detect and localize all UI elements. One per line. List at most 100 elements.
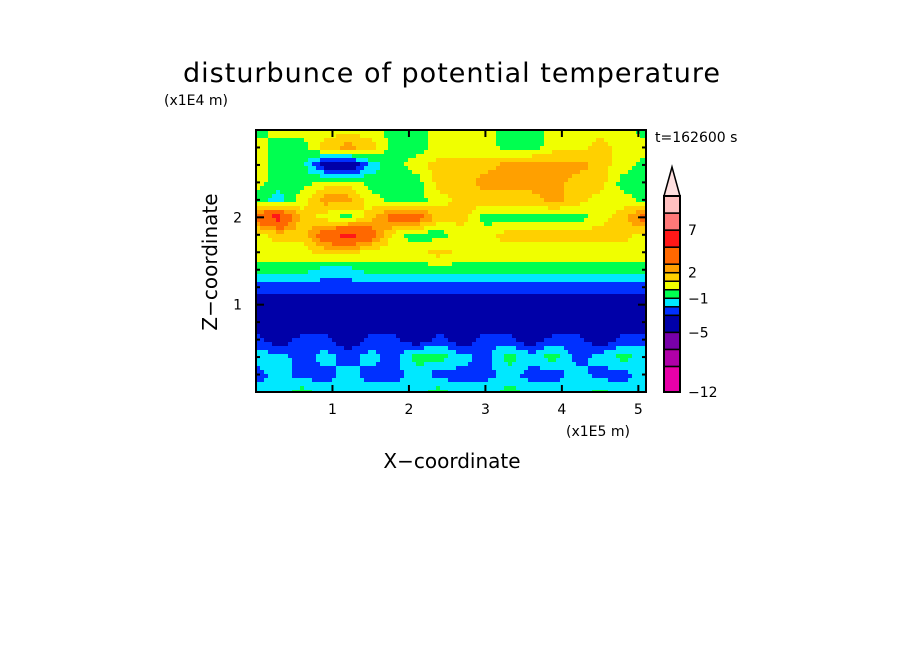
- contour-cell: [332, 174, 337, 179]
- contour-cell: [596, 194, 601, 199]
- contour-cell: [556, 242, 561, 247]
- contour-cell: [380, 162, 385, 167]
- contour-cell: [464, 210, 469, 215]
- contour-cell: [316, 242, 321, 247]
- contour-cell: [588, 278, 593, 283]
- contour-cell: [508, 286, 513, 291]
- contour-cell: [284, 162, 289, 167]
- contour-cell: [292, 274, 297, 279]
- contour-cell: [520, 226, 525, 231]
- contour-cell: [616, 322, 621, 327]
- contour-cell: [368, 282, 373, 287]
- contour-cell: [596, 154, 601, 159]
- contour-cell: [404, 254, 409, 259]
- contour-cell: [640, 326, 645, 331]
- contour-cell: [556, 230, 561, 235]
- contour-cell: [288, 170, 293, 175]
- contour-cell: [308, 238, 313, 243]
- contour-cell: [504, 266, 509, 271]
- contour-cell: [340, 134, 345, 139]
- contour-cell: [536, 306, 541, 311]
- contour-cell: [524, 162, 529, 167]
- contour-cell: [572, 330, 577, 335]
- contour-cell: [348, 250, 353, 255]
- contour-cell: [364, 190, 369, 195]
- contour-cell: [476, 150, 481, 155]
- contour-cell: [336, 190, 341, 195]
- contour-cell: [584, 266, 589, 271]
- contour-cell: [388, 270, 393, 275]
- contour-cell: [384, 178, 389, 183]
- contour-cell: [548, 302, 553, 307]
- contour-cell: [600, 226, 605, 231]
- contour-cell: [404, 322, 409, 327]
- contour-cell: [388, 166, 393, 171]
- contour-cell: [276, 202, 281, 207]
- contour-cell: [492, 262, 497, 267]
- contour-cell: [292, 250, 297, 255]
- contour-cell: [516, 218, 521, 223]
- contour-cell: [348, 138, 353, 143]
- contour-cell: [628, 326, 633, 331]
- contour-cell: [484, 314, 489, 319]
- contour-cell: [336, 318, 341, 323]
- contour-cell: [396, 302, 401, 307]
- contour-cell: [524, 194, 529, 199]
- contour-cell: [392, 330, 397, 335]
- contour-cell: [524, 190, 529, 195]
- contour-cell: [552, 194, 557, 199]
- contour-cell: [552, 286, 557, 291]
- contour-cell: [492, 318, 497, 323]
- contour-cell: [608, 238, 613, 243]
- contour-cell: [348, 318, 353, 323]
- contour-cell: [488, 306, 493, 311]
- contour-cell: [460, 226, 465, 231]
- contour-cell: [440, 146, 445, 151]
- contour-cell: [416, 278, 421, 283]
- contour-cell: [316, 270, 321, 275]
- contour-cell: [272, 206, 277, 211]
- contour-cell: [308, 322, 313, 327]
- contour-cell: [464, 262, 469, 267]
- contour-cell: [616, 258, 621, 263]
- contour-cell: [592, 174, 597, 179]
- contour-cell: [556, 254, 561, 259]
- contour-cell: [432, 266, 437, 271]
- contour-cell: [332, 318, 337, 323]
- contour-cell: [368, 178, 373, 183]
- contour-cell: [472, 134, 477, 139]
- contour-cell: [616, 190, 621, 195]
- contour-cell: [512, 270, 517, 275]
- contour-cell: [348, 286, 353, 291]
- contour-cell: [572, 274, 577, 279]
- contour-cell: [368, 158, 373, 163]
- contour-cell: [384, 274, 389, 279]
- contour-cell: [524, 242, 529, 247]
- contour-cell: [268, 198, 273, 203]
- contour-cell: [296, 174, 301, 179]
- contour-cell: [500, 146, 505, 151]
- contour-cell: [488, 226, 493, 231]
- contour-cell: [268, 298, 273, 303]
- contour-cell: [332, 234, 337, 239]
- contour-cell: [404, 290, 409, 295]
- contour-cell: [580, 194, 585, 199]
- contour-cell: [616, 286, 621, 291]
- contour-cell: [480, 198, 485, 203]
- contour-cell: [524, 306, 529, 311]
- contour-cell: [580, 174, 585, 179]
- contour-cell: [364, 130, 369, 135]
- contour-cell: [348, 302, 353, 307]
- contour-cell: [500, 302, 505, 307]
- contour-cell: [352, 238, 357, 243]
- contour-cell: [272, 142, 277, 147]
- contour-cell: [372, 250, 377, 255]
- contour-cell: [288, 218, 293, 223]
- contour-cell: [508, 222, 513, 227]
- contour-cell: [368, 310, 373, 315]
- contour-cell: [316, 218, 321, 223]
- contour-cell: [392, 138, 397, 143]
- contour-cell: [368, 266, 373, 271]
- contour-cell: [472, 326, 477, 331]
- contour-cell: [404, 146, 409, 151]
